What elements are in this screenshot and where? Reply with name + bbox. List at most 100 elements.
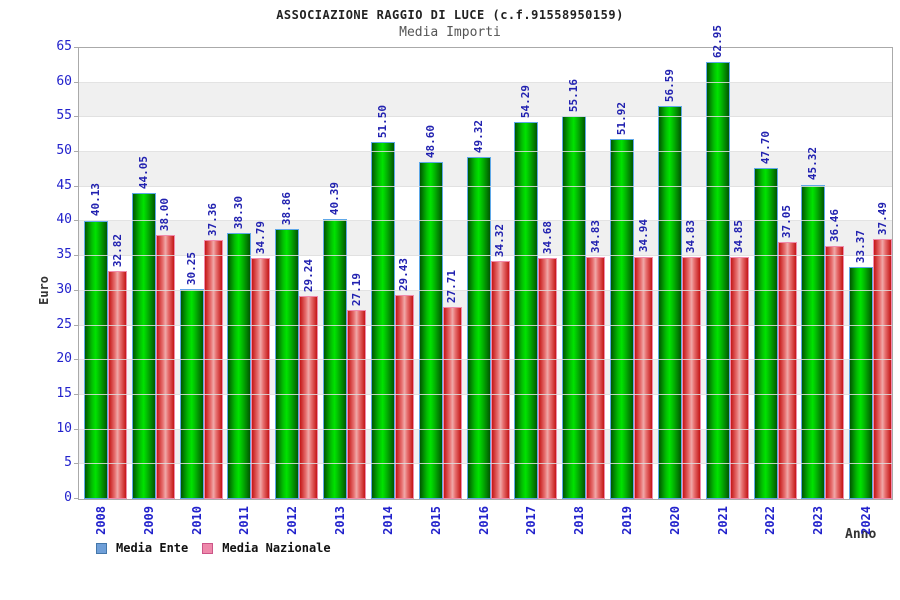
x-tick-label: 2022: [763, 506, 778, 535]
y-tick-label: 60: [56, 73, 72, 89]
bar-value-label: 27.71: [445, 269, 459, 303]
media-ente-swatch-icon: [96, 542, 107, 554]
plot-area: 40.13 32.82 44.05 38.00 30.25 37.36 38.30 34.79…: [78, 25, 893, 500]
y-tick-label: 45: [56, 177, 72, 193]
bar-media-nazionale: [347, 310, 367, 499]
bar-media-ente: [753, 168, 778, 499]
x-tick-label: 2023: [811, 506, 826, 535]
x-tick-label: 2012: [285, 506, 300, 535]
x-tick-label: 2020: [667, 506, 682, 535]
bar-value-label: 34.68: [540, 221, 554, 255]
y-tick-label: 20: [56, 351, 72, 367]
x-tick-label: 2016: [476, 506, 491, 535]
bar-value-label: 30.25: [184, 252, 198, 286]
bar-media-ente: [466, 156, 491, 499]
bar-value-label: 32.82: [110, 234, 124, 268]
bar-value-label: 37.49: [875, 201, 889, 235]
y-tick-mark: [74, 393, 78, 395]
y-tick-mark: [74, 47, 78, 48]
bar-value-label: 33.37: [854, 230, 868, 264]
y-tick-mark: [74, 359, 78, 361]
bar-media-nazionale: [825, 246, 845, 499]
bar-value-label: 36.46: [827, 208, 841, 243]
x-tick-label: 2011: [237, 506, 252, 535]
y-tick-mark: [74, 185, 78, 187]
y-tick-mark: [74, 255, 78, 257]
plot-band: [79, 48, 892, 83]
x-axis-title: Anno: [845, 527, 877, 542]
bar-value-label: 45.32: [806, 147, 820, 181]
bar-value-label: 40.39: [328, 181, 342, 215]
legend-item-media-ente: Media Ente: [96, 541, 188, 555]
x-tick-label: 2019: [619, 506, 634, 535]
gridline: [79, 324, 892, 326]
bar-value-label: 38.86: [280, 192, 294, 226]
bar-media-nazionale: [586, 257, 606, 499]
media-nazionale-swatch-icon: [202, 542, 214, 554]
y-tick-mark: [74, 463, 78, 465]
gridline: [79, 220, 892, 222]
x-tick-label: 2014: [380, 506, 395, 535]
bar-media-ente: [562, 116, 587, 499]
legend-label: Media Ente: [116, 541, 189, 555]
gridline: [79, 393, 892, 395]
bar-media-ente: [657, 106, 682, 499]
y-tick-label: 55: [56, 108, 72, 124]
bar-media-nazionale: [777, 241, 797, 499]
legend-label: Media Nazionale: [222, 541, 331, 555]
bar-value-label: 34.83: [588, 220, 602, 254]
bar-value-label: 34.83: [684, 220, 698, 254]
bar-value-label: 47.70: [758, 130, 772, 165]
bar-media-nazionale: [729, 257, 749, 499]
bar-media-nazionale: [634, 256, 654, 499]
bar-value-label: 40.13: [89, 183, 102, 217]
y-tick-mark: [74, 151, 78, 153]
bar-media-ente: [370, 141, 395, 499]
gridline: [79, 151, 892, 153]
y-tick-label: 40: [56, 212, 72, 228]
bar-media-nazionale: [299, 296, 319, 499]
bar-value-label: 34.79: [253, 220, 267, 254]
bar-value-label: 54.29: [519, 85, 533, 119]
gridline: [79, 463, 892, 465]
y-tick-label: 30: [56, 281, 72, 297]
bar-value-label: 51.50: [375, 104, 389, 138]
bar-value-label: 29.43: [397, 257, 411, 291]
x-tick-label: 2024: [859, 506, 874, 535]
y-tick-mark: [74, 116, 78, 118]
x-tick-label: 2015: [428, 506, 443, 535]
bar-media-ente: [131, 193, 156, 499]
bar-media-nazionale: [251, 257, 271, 499]
bar-media-ente: [610, 138, 635, 499]
bar-media-nazionale: [681, 257, 701, 499]
y-tick-mark: [74, 289, 78, 291]
gridline: [79, 116, 892, 118]
bar-value-label: 29.24: [301, 259, 315, 293]
bar-value-label: 44.05: [136, 156, 150, 190]
bar-media-nazionale: [490, 260, 510, 499]
x-tick-label: 2008: [93, 506, 108, 535]
bar-media-nazionale: [442, 306, 462, 499]
bar-value-label: 34.94: [636, 219, 650, 253]
bar-media-nazionale: [538, 258, 558, 499]
legend-item-media-nazionale: Media Nazionale: [202, 541, 331, 555]
x-tick-label: 2017: [524, 506, 539, 535]
bar-value-label: 55.16: [567, 79, 581, 113]
gridline: [79, 428, 892, 430]
legend: Media Ente Media Nazionale: [96, 541, 331, 555]
bar-value-label: 34.85: [732, 220, 746, 254]
bar-media-nazionale: [203, 239, 223, 499]
y-tick-label: 35: [56, 247, 72, 263]
bar-media-nazionale: [108, 271, 127, 499]
bar-value-label: 51.92: [615, 101, 629, 135]
x-tick-label: 2018: [572, 506, 587, 535]
y-tick-label: 0: [64, 490, 72, 505]
bar-media-ente: [275, 229, 300, 499]
x-tick-label: 2010: [189, 506, 204, 535]
y-tick-mark: [74, 498, 78, 499]
y-tick-label: 65: [56, 39, 72, 54]
bar-value-label: 34.32: [493, 223, 507, 257]
y-tick-label: 25: [56, 316, 72, 332]
gridline: [79, 185, 892, 187]
